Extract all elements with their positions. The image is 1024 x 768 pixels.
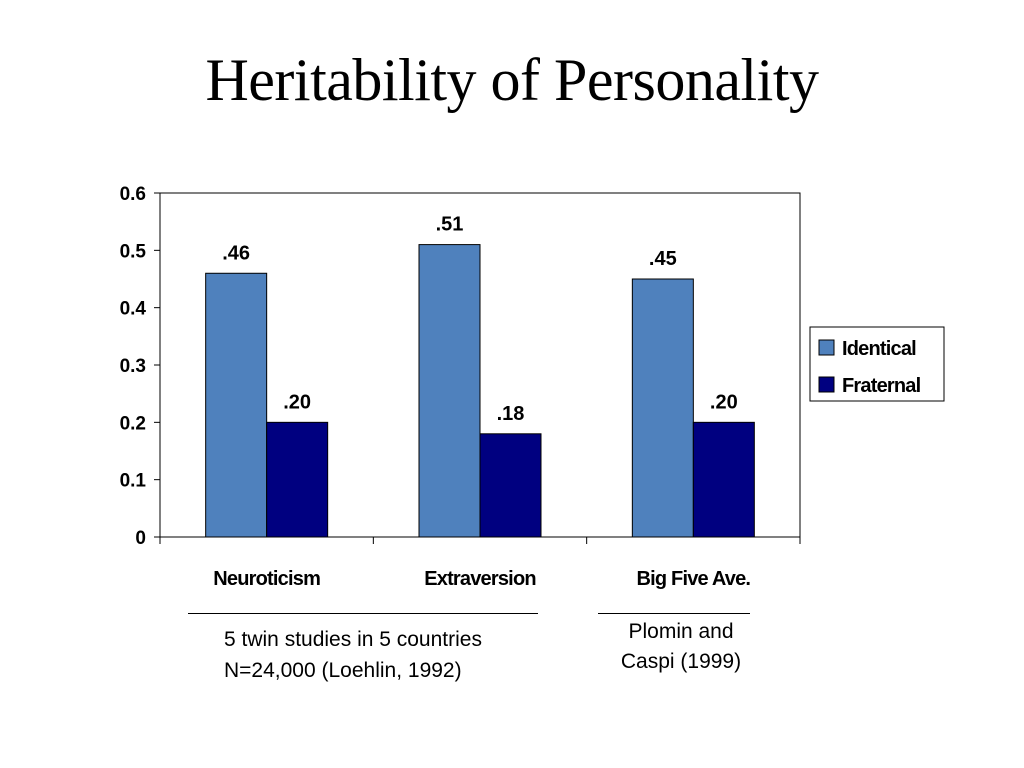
bar-fraternal xyxy=(266,421,329,538)
bar-fraternal xyxy=(692,421,755,538)
data-label: .20 xyxy=(710,391,738,413)
y-tick-label: 0.1 xyxy=(120,471,147,492)
y-tick-label: 0.3 xyxy=(120,356,146,377)
y-tick-label: 0.5 xyxy=(120,241,147,262)
data-label: .51 xyxy=(436,214,464,236)
right-note-line2: Caspi (1999) xyxy=(620,650,742,673)
data-label: .45 xyxy=(649,248,677,270)
left-note-line1: 5 twin studies in 5 countries xyxy=(224,628,482,651)
legend-swatch-identical xyxy=(818,339,835,356)
bar-identical xyxy=(418,244,481,538)
y-tick-label: 0.4 xyxy=(120,299,147,320)
left-note-line2: N=24,000 (Loehlin, 1992) xyxy=(224,659,462,682)
x-tick-label: Big Five Ave. xyxy=(636,568,750,590)
y-tick-label: 0.6 xyxy=(120,184,146,205)
right-note-line1: Plomin and xyxy=(628,620,734,643)
data-label: .46 xyxy=(222,242,250,264)
y-tick-label: 0.2 xyxy=(120,413,146,434)
y-tick-label: 0 xyxy=(135,528,146,549)
legend-swatch-fraternal xyxy=(818,376,835,393)
slide-title: Heritability of Personality xyxy=(205,47,819,113)
data-label: .20 xyxy=(283,391,311,413)
x-tick-label: Neuroticism xyxy=(213,568,320,590)
data-label: .18 xyxy=(497,403,525,425)
x-tick-label: Extraversion xyxy=(424,568,536,590)
bar-fraternal xyxy=(479,433,542,538)
left-note-divider xyxy=(188,613,538,614)
right-note-divider xyxy=(598,613,750,614)
legend-label-fraternal: Fraternal xyxy=(842,375,921,397)
legend-label-identical: Identical xyxy=(842,338,916,360)
bar-identical xyxy=(631,278,694,538)
bar-identical xyxy=(205,272,268,538)
